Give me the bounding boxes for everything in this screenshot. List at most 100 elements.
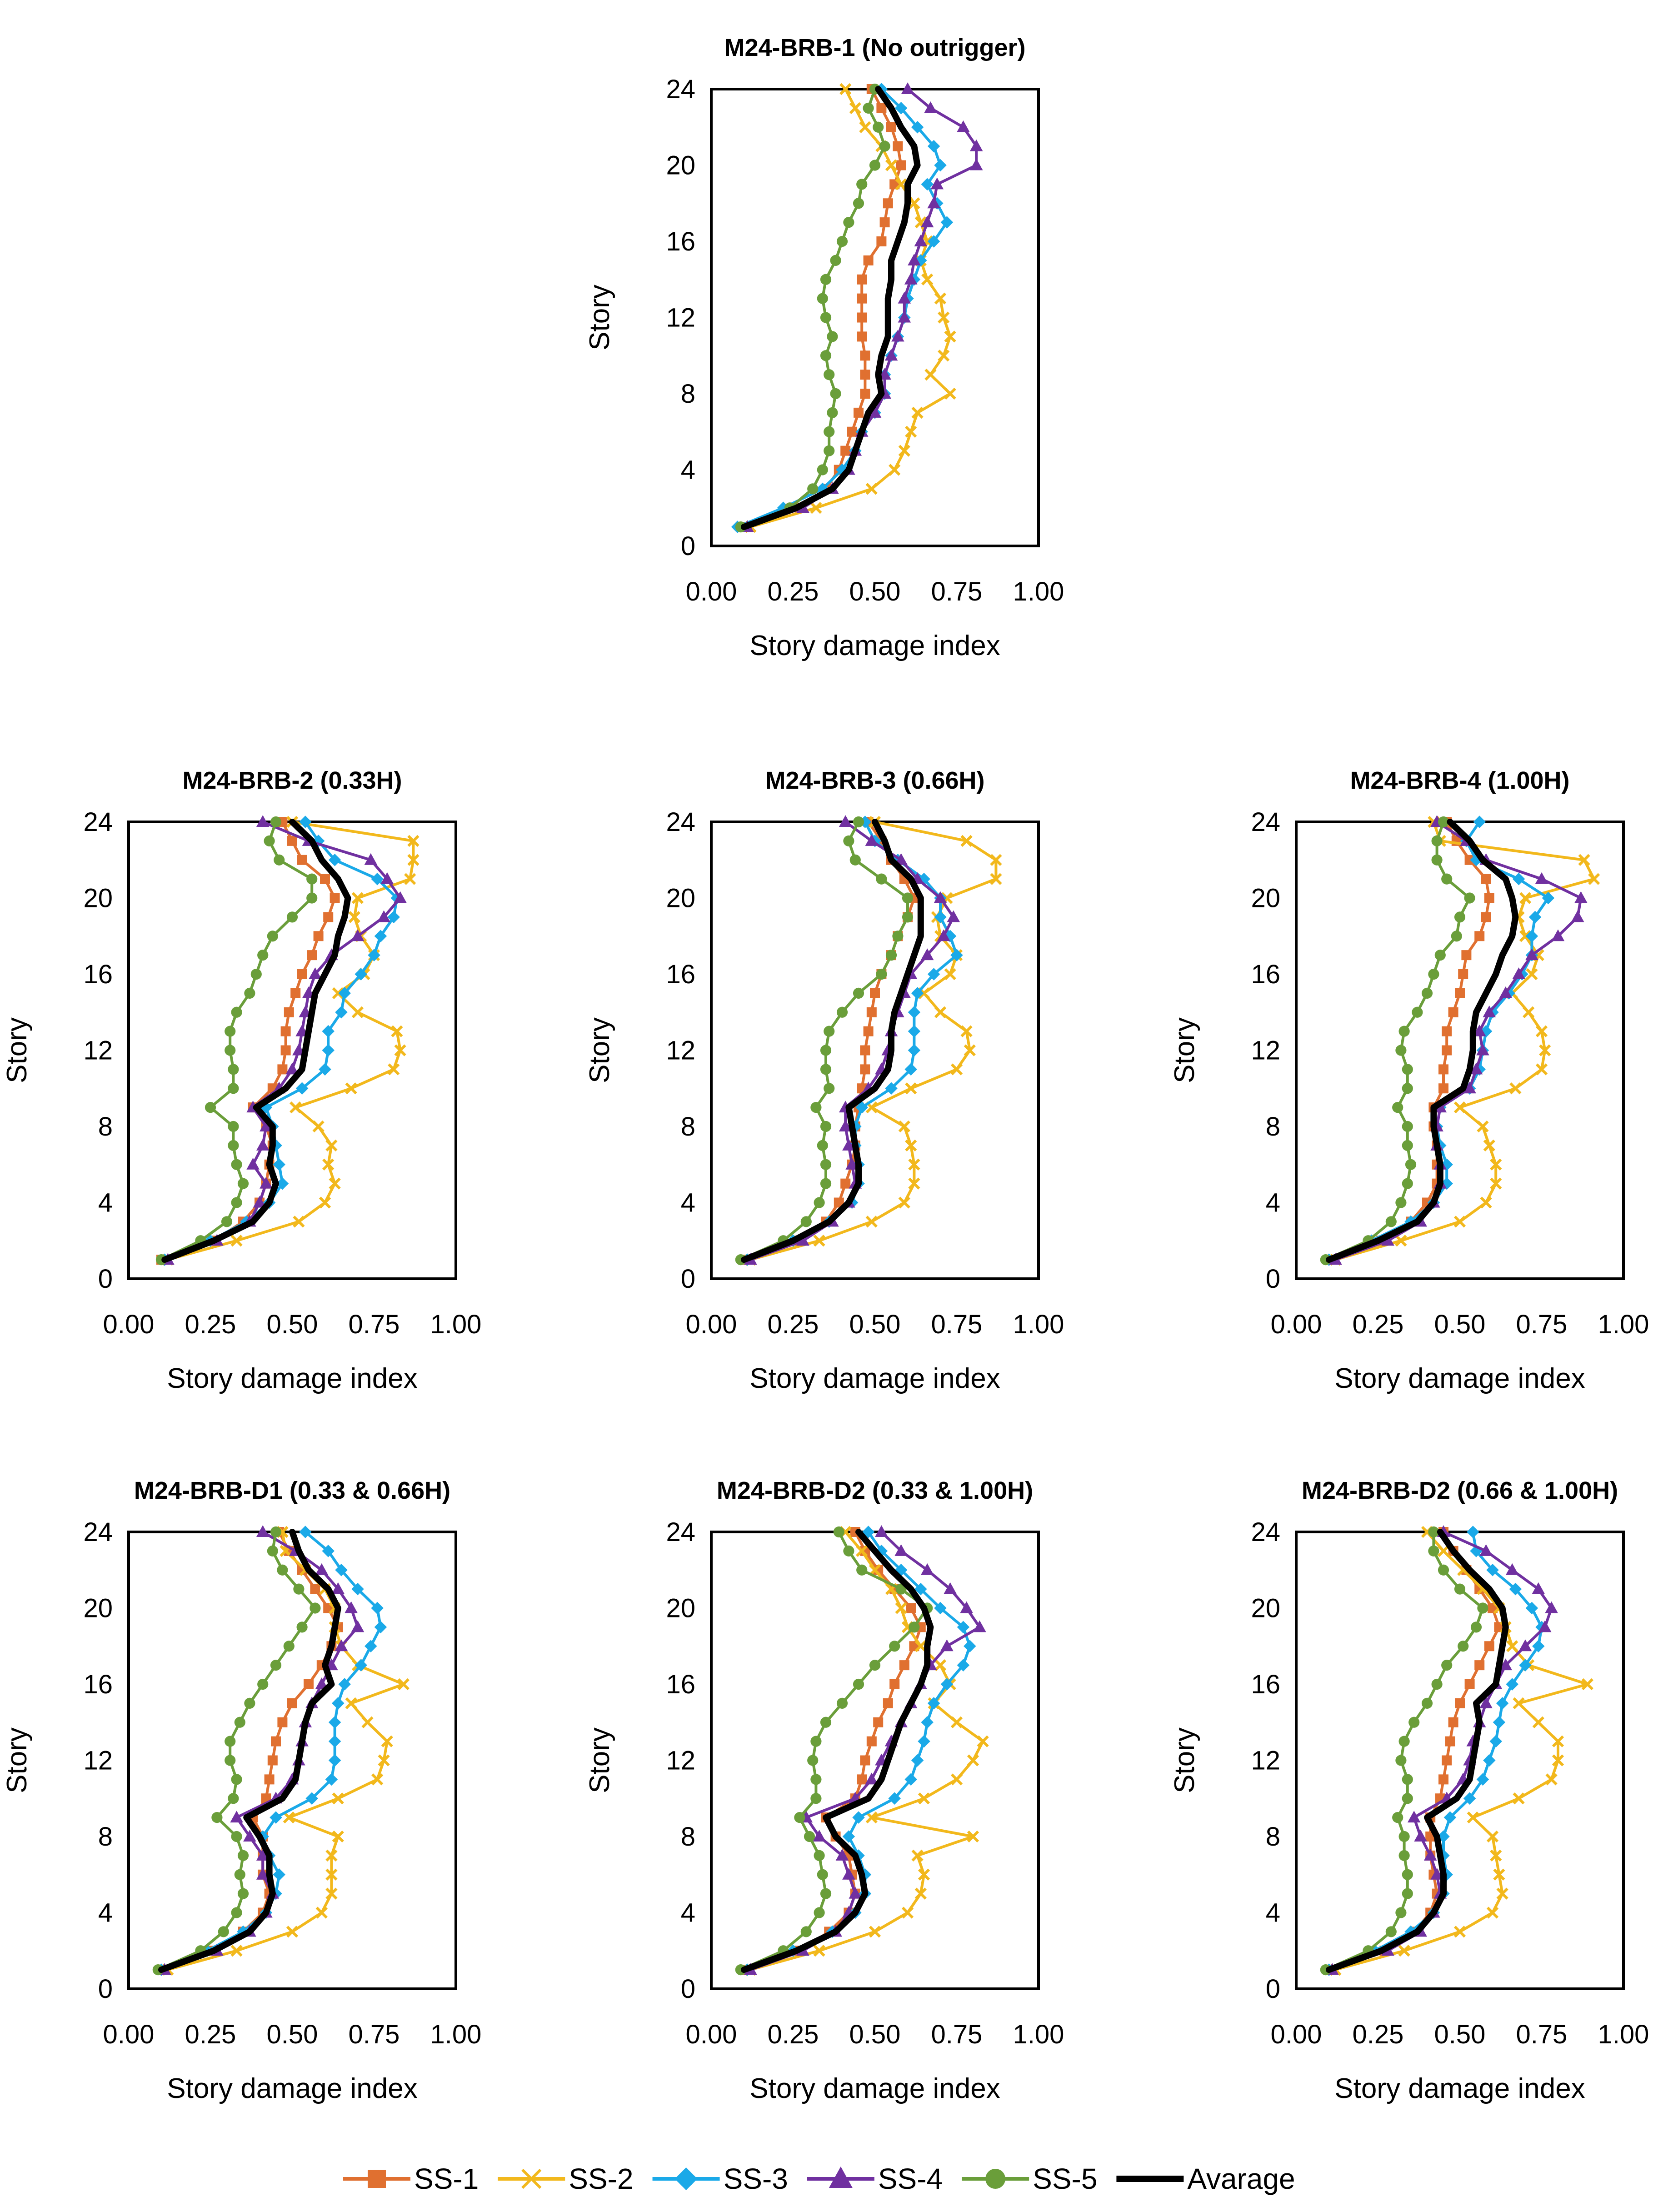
data-point-ss-5: [810, 1102, 822, 1113]
series-ss-5: [155, 816, 318, 1266]
data-point-ss-1: [857, 1774, 867, 1785]
data-point-ss-3: [1496, 1697, 1509, 1710]
data-point-ss-1: [1442, 1026, 1452, 1036]
data-point-ss-2-stroke: [397, 1678, 410, 1691]
data-point-ss-3: [295, 1082, 309, 1095]
data-point-ss-5: [274, 854, 285, 866]
data-point-ss-3: [911, 121, 924, 134]
series-line-ss-5: [739, 1531, 929, 1972]
legend-item-ss-2: SS-2: [498, 2162, 634, 2195]
data-point-ss-2: [332, 1830, 344, 1843]
data-point-ss-2-stroke: [1467, 1812, 1479, 1824]
data-point-ss-4: [924, 101, 937, 113]
data-point-ss-2-stroke: [1519, 930, 1532, 942]
data-point-ss-1: [896, 160, 906, 170]
data-point-ss-3: [322, 1025, 335, 1038]
data-point-ss-1: [277, 1717, 288, 1727]
data-point-ss-5: [820, 1045, 832, 1056]
data-point-ss-4: [1499, 986, 1513, 998]
data-point-ss-5: [237, 1850, 249, 1861]
data-point-ss-5: [807, 1755, 819, 1766]
y-tick-label: 20: [83, 1594, 113, 1623]
series-ss-4: [1329, 815, 1588, 1265]
data-point-ss-4: [1381, 1234, 1394, 1246]
x-tick-label: 0.00: [686, 2020, 737, 2049]
data-point-ss-2: [1453, 1101, 1466, 1114]
data-point-ss-1: [883, 1698, 893, 1708]
data-point-ss-4: [865, 834, 879, 846]
data-point-ss-3: [908, 1006, 921, 1019]
data-point-ss-5: [1402, 1121, 1413, 1132]
y-tick-label: 20: [1251, 884, 1280, 913]
data-point-ss-2-stroke: [944, 330, 956, 343]
data-point-ss-5: [1398, 1831, 1410, 1842]
legend-label: SS-1: [414, 2162, 479, 2195]
y-tick-label: 20: [666, 1594, 695, 1623]
data-point-ss-2-stroke: [1490, 1849, 1502, 1862]
data-point-ss-3: [940, 1678, 954, 1691]
series-ss-2: [162, 816, 419, 1266]
data-point-ss-3: [1525, 1601, 1538, 1615]
data-point-ss-2: [1519, 892, 1532, 904]
x-tick-label: 0.25: [185, 2020, 236, 2049]
data-point-ss-2-stroke: [1496, 1887, 1508, 1900]
data-point-ss-2: [1486, 1907, 1499, 1919]
series-line-avarage: [741, 1529, 934, 1973]
data-point-ss-4: [335, 1639, 348, 1651]
data-point-ss-4: [927, 196, 940, 209]
x-tick-label: 0.50: [1434, 1310, 1486, 1339]
data-point-ss-1: [860, 350, 870, 361]
data-point-ss-5: [909, 1621, 920, 1633]
data-point-ss-5: [221, 1216, 233, 1227]
y-axis-title: Story: [1, 1017, 33, 1083]
data-point-ss-2-stroke: [869, 1926, 881, 1938]
data-point-ss-2: [856, 1545, 868, 1557]
data-point-ss-2: [934, 1659, 947, 1672]
data-point-ss-3: [934, 159, 947, 172]
data-point-ss-2: [397, 1678, 410, 1691]
data-point-ss-2-stroke: [898, 445, 910, 457]
x-tick-label: 1.00: [430, 1310, 482, 1339]
data-point-ss-5: [824, 426, 835, 437]
data-point-ss-2-stroke: [849, 102, 861, 114]
data-point-ss-2: [1519, 930, 1532, 942]
data-point-ss-3: [273, 1868, 285, 1881]
data-point-ss-4: [1430, 1867, 1443, 1880]
data-point-ss-2: [1506, 1640, 1518, 1652]
data-point-ss-5: [820, 1064, 832, 1075]
data-point-ss-4: [944, 1582, 957, 1594]
data-point-ss-4: [1414, 1830, 1427, 1842]
data-point-ss-2-stroke: [889, 464, 901, 476]
x-tick-label: 0.50: [1434, 2020, 1486, 2049]
data-point-ss-2: [1437, 1545, 1450, 1557]
plot-area-frame: [127, 1531, 457, 1990]
data-point-ss-2: [325, 1849, 338, 1862]
data-point-ss-2-stroke: [332, 987, 344, 999]
data-point-ss-5: [1402, 1793, 1413, 1804]
data-point-ss-5: [1428, 1545, 1439, 1556]
data-point-ss-4: [1479, 1544, 1493, 1556]
y-tick-label: 4: [98, 1898, 113, 1928]
data-point-ss-1: [267, 1755, 278, 1766]
data-point-ss-2: [950, 1716, 963, 1728]
data-point-ss-3: [1476, 1773, 1489, 1786]
data-point-ss-4: [256, 1525, 270, 1537]
data-point-ss-2: [1523, 1006, 1535, 1018]
data-point-ss-5: [833, 1526, 844, 1538]
data-point-ss-2: [325, 1868, 338, 1881]
data-point-ss-1: [866, 1007, 877, 1017]
series-avarage: [158, 1529, 341, 1973]
data-point-ss-5: [267, 931, 278, 942]
data-point-ss-2-stroke: [914, 1640, 927, 1652]
legend-item-ss-3: SS-3: [652, 2162, 788, 2195]
data-point-ss-2-stroke: [230, 1235, 243, 1247]
data-point-ss-3: [914, 1582, 927, 1596]
data-point-ss-2: [1493, 1868, 1505, 1881]
data-point-ss-3: [1473, 816, 1486, 828]
data-point-ss-4: [969, 139, 983, 151]
data-point-ss-2: [865, 1812, 878, 1824]
data-point-ss-1: [1474, 931, 1485, 941]
data-point-ss-3: [1509, 1582, 1522, 1596]
data-point-ss-5: [853, 1678, 864, 1690]
data-point-ss-2-stroke: [1588, 873, 1600, 885]
